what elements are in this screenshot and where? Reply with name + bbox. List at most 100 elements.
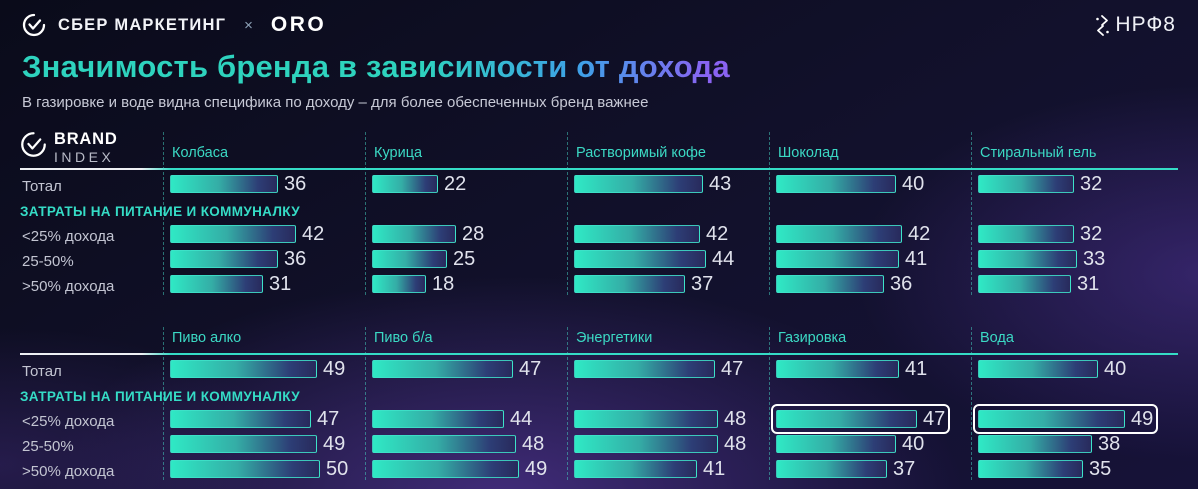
bar-cell: 32 [971,174,1173,198]
bar-cell: 49 [163,434,365,458]
bar-value: 25 [453,248,476,271]
brand-index-logo: BRAND INDEX [20,131,118,164]
bar-group: 28 [372,224,484,244]
bar-group: 41 [776,359,927,379]
bar-group: 44 [574,249,734,269]
bar-value: 48 [724,433,747,456]
data-row: 25-50% 49 48 48 40 38 [20,434,1178,459]
bar-value: 38 [1098,433,1121,456]
bar-cell: 43 [567,174,769,198]
bar-value: 32 [1080,223,1103,246]
value-bar [574,410,718,429]
bar-group: 42 [170,224,324,244]
row-label: 25-50% [22,252,74,270]
category-header: Растворимый кофе [576,144,706,161]
value-bar [978,175,1074,194]
bar-value: 49 [525,458,548,481]
bar-value: 43 [709,173,732,196]
bar-cell: 38 [971,434,1173,458]
brand-index-word-index: INDEX [54,148,115,165]
bar-value: 42 [706,223,729,246]
bar-value: 50 [326,458,349,481]
bar-cell: 48 [365,434,567,458]
oro-logo: ORO [270,13,327,36]
row-label: <25% дохода [22,412,115,430]
brand-index-table: BRAND INDEX Колбаса Курица Растворимый коф… [0,124,1198,484]
value-bar [776,250,899,269]
bar-group: 43 [574,174,731,194]
value-bar [170,360,317,379]
bar-value: 35 [1089,458,1112,481]
value-bar [978,460,1083,479]
bar-group: 31 [170,274,291,294]
bar-value: 40 [1104,358,1127,381]
value-bar [574,275,685,294]
bar-group: 47 [372,359,541,379]
value-bar [170,275,263,294]
category-header: Пиво алко [172,329,242,346]
value-bar [776,360,899,379]
row-label: Тотал [22,362,62,380]
bar-value: 33 [1083,248,1106,271]
brand-table-section-1: BRAND INDEX Колбаса Курица Растворимый коф… [20,124,1178,299]
column-separator [163,326,164,480]
bar-group: 40 [978,359,1126,379]
value-bar [372,435,516,454]
bar-cell: 48 [567,409,769,433]
highlighted-bar-group: 47 [770,404,951,435]
bar-group: 22 [372,174,466,194]
expense-group-banner: ЗАТРАТЫ НА ПИТАНИЕ И КОММУНАЛКУ [20,203,300,219]
bar-group: 31 [978,274,1099,294]
bar-group: 49 [170,359,345,379]
value-bar [170,435,317,454]
column-separator [769,131,770,295]
value-bar [978,410,1125,429]
bar-value: 41 [703,458,726,481]
value-bar [372,175,438,194]
value-bar [372,225,456,244]
category-header: Колбаса [172,144,229,161]
bar-value: 49 [323,358,346,381]
page-title: Значимость бренда в зависимости от доход… [22,49,730,84]
bar-value: 36 [890,273,913,296]
table-corner-cell: BRAND INDEX [20,131,163,168]
row-label: <25% дохода [22,227,115,245]
bar-cell: 33 [971,249,1173,273]
data-row: Тотал 36 22 43 40 32 [20,174,1178,199]
bar-group: 49 [372,459,547,479]
bar-cell: 49 [365,459,567,483]
value-bar [776,225,902,244]
bar-cell: 31 [971,274,1173,298]
value-bar [978,360,1098,379]
bar-cell: 42 [163,224,365,248]
bar-group: 38 [978,434,1120,454]
category-header-row: Пиво алко Пиво б/а Энергетики Газировка Вода [20,319,1178,353]
brand-table-section-2: Пиво алко Пиво б/а Энергетики Газировка Вода… [20,319,1178,484]
bar-group: 36 [170,249,306,269]
bar-group: 47 [170,409,339,429]
bar-value: 47 [721,358,744,381]
bar-value: 44 [712,248,735,271]
value-bar [978,225,1074,244]
value-bar [776,460,887,479]
category-header-row: BRAND INDEX Колбаса Курица Растворимый коф… [20,124,1178,168]
value-bar [372,275,426,294]
bar-group: 42 [776,224,930,244]
bar-group: 40 [776,174,924,194]
bar-cell: 40 [769,434,971,458]
bar-group: 50 [170,459,348,479]
column-separator [163,131,164,295]
sber-check-icon [22,13,46,37]
value-bar [372,360,513,379]
nrf-spark-icon [1095,14,1110,36]
bar-cell: 48 [567,434,769,458]
collab-x-sign: × [244,16,253,34]
bar-cell: 35 [971,459,1173,483]
bar-value: 41 [905,248,928,271]
column-separator [971,326,972,480]
value-bar [574,460,697,479]
value-bar [170,225,296,244]
bar-group: 48 [574,434,746,454]
data-row: <25% дохода 42 28 42 42 32 [20,224,1178,249]
bar-group: 37 [776,459,915,479]
